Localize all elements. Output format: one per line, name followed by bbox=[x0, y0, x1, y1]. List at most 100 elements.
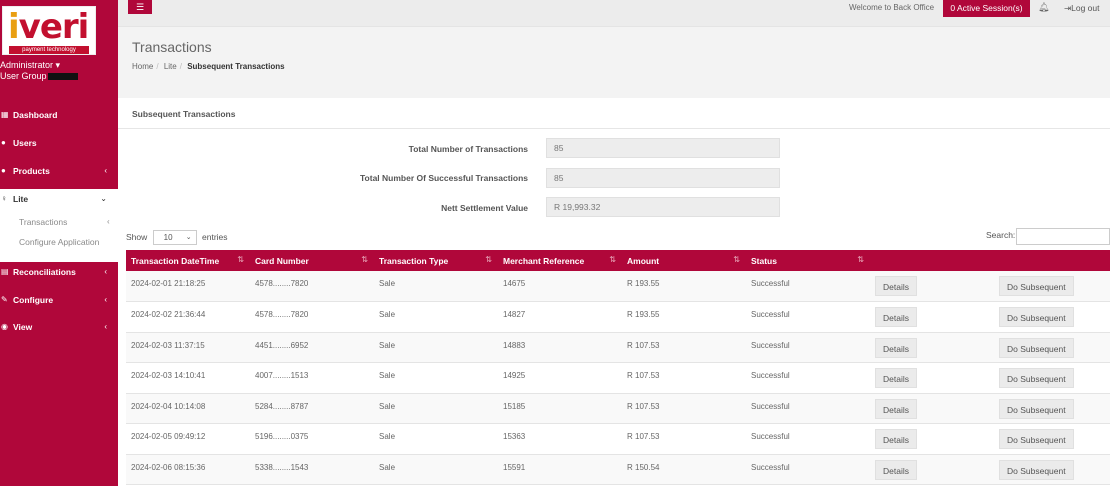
do-subsequent-button[interactable]: Do Subsequent bbox=[999, 429, 1074, 449]
entries-select[interactable]: 10 ⌄ bbox=[152, 230, 197, 245]
cell-datetime: 2024-02-01 21:18:25 bbox=[131, 279, 206, 288]
cell-merchant-reference: 14925 bbox=[503, 371, 526, 380]
cell-status: Successful bbox=[751, 401, 790, 411]
lite-icon: ♀ bbox=[1, 194, 7, 203]
cell-transaction-type: Sale bbox=[379, 279, 396, 288]
page-title: Transactions bbox=[132, 39, 212, 55]
logout-link[interactable]: ⇥Log out bbox=[1064, 3, 1100, 13]
transactions-panel: Subsequent Transactions Total Number of … bbox=[118, 98, 1110, 486]
cell-status: Successful bbox=[751, 340, 790, 350]
details-button[interactable]: Details bbox=[875, 459, 917, 480]
do-subsequent-button[interactable]: Do Subsequent bbox=[999, 307, 1074, 327]
do-subsequent-button[interactable]: Do Subsequent bbox=[999, 459, 1074, 480]
sort-icon: ⇅ bbox=[609, 255, 616, 264]
column-header[interactable]: Merchant Reference ⇅ bbox=[503, 255, 616, 266]
chevron-left-icon: ‹ bbox=[104, 166, 107, 175]
column-header-actions bbox=[870, 250, 994, 271]
cell-amount: R 193.55 bbox=[627, 310, 660, 319]
cell-status: Successful bbox=[751, 432, 790, 441]
user-role-dropdown[interactable]: Administrator ▾ bbox=[0, 60, 61, 70]
search-label: Search: bbox=[986, 230, 1016, 240]
cell-transaction-type: Sale bbox=[379, 340, 396, 350]
column-header[interactable]: Transaction DateTime ⇅ bbox=[131, 255, 244, 266]
details-button[interactable]: Details bbox=[875, 398, 917, 419]
cell-card-number: 4007........1513 bbox=[255, 371, 309, 380]
column-header[interactable]: Amount ⇅ bbox=[627, 255, 740, 266]
welcome-text: Welcome to Back Office bbox=[849, 3, 935, 12]
panel-title: Subsequent Transactions bbox=[132, 109, 236, 119]
stat-label-successful: Total Number Of Successful Transactions bbox=[360, 173, 528, 183]
cell-status: Successful bbox=[751, 462, 790, 472]
details-button[interactable]: Details bbox=[875, 307, 917, 327]
table-row: 2024-02-01 21:18:25 4578........7820 Sal… bbox=[126, 271, 1110, 302]
reconciliations-icon: ▤ bbox=[1, 267, 9, 276]
sort-icon: ⇅ bbox=[485, 255, 492, 264]
column-header[interactable]: Card Number ⇅ bbox=[255, 255, 368, 266]
details-button[interactable]: Details bbox=[875, 368, 917, 388]
breadcrumb-lite[interactable]: Lite bbox=[163, 62, 177, 71]
stat-label-nett: Nett Settlement Value bbox=[441, 203, 528, 213]
breadcrumb-home[interactable]: Home bbox=[132, 62, 154, 71]
sort-icon: ⇅ bbox=[733, 255, 740, 264]
chevron-down-icon: ⌄ bbox=[185, 234, 192, 241]
column-header-actions bbox=[994, 250, 1110, 271]
search-input[interactable] bbox=[1016, 228, 1110, 245]
sidebar-item-view[interactable]: ◉ View ‹ bbox=[0, 317, 118, 337]
chevron-left-icon: ‹ bbox=[107, 217, 110, 226]
column-header[interactable]: Transaction Type ⇅ bbox=[379, 255, 492, 266]
stat-label-total: Total Number of Transactions bbox=[408, 144, 528, 154]
cell-transaction-type: Sale bbox=[379, 401, 396, 411]
details-button[interactable]: Details bbox=[875, 429, 917, 449]
cell-status: Successful bbox=[751, 371, 790, 380]
menu-toggle-button[interactable]: ☰ bbox=[128, 0, 152, 14]
cell-card-number: 4451........6952 bbox=[255, 340, 309, 350]
do-subsequent-button[interactable]: Do Subsequent bbox=[999, 368, 1074, 388]
configure-icon: ✎ bbox=[1, 295, 8, 304]
submenu-item-transactions[interactable]: Transactions ‹ bbox=[19, 217, 110, 227]
cell-merchant-reference: 15363 bbox=[503, 432, 526, 441]
sort-icon: ⇅ bbox=[857, 255, 864, 264]
cell-datetime: 2024-02-03 11:37:15 bbox=[131, 340, 205, 350]
table-row: 2024-02-04 10:14:08 5284........8787 Sal… bbox=[126, 393, 1110, 424]
cell-amount: R 107.53 bbox=[627, 340, 660, 350]
details-button[interactable]: Details bbox=[875, 276, 917, 296]
redaction-bar bbox=[47, 73, 78, 81]
cell-card-number: 4578........7820 bbox=[255, 279, 309, 288]
show-entries-control: Show 10 ⌄ entries bbox=[126, 230, 228, 245]
logo: iveri payment technology bbox=[2, 6, 96, 55]
sidebar-item-reconciliations[interactable]: ▤ Reconciliations ‹ bbox=[0, 262, 118, 282]
column-header[interactable]: Status ⇅ bbox=[751, 255, 864, 266]
view-icon: ◉ bbox=[1, 322, 8, 331]
cell-transaction-type: Sale bbox=[379, 432, 396, 441]
bell-icon[interactable]: 🔔︎ bbox=[1038, 2, 1050, 12]
hamburger-icon: ☰ bbox=[135, 2, 145, 12]
cell-amount: R 150.54 bbox=[627, 462, 660, 472]
cell-merchant-reference: 14827 bbox=[503, 310, 526, 319]
cell-merchant-reference: 15591 bbox=[503, 462, 526, 472]
cell-card-number: 5196........0375 bbox=[255, 432, 309, 441]
do-subsequent-button[interactable]: Do Subsequent bbox=[999, 276, 1074, 296]
cell-card-number: 4578........7820 bbox=[255, 310, 309, 319]
details-button[interactable]: Details bbox=[875, 337, 917, 358]
cell-datetime: 2024-02-04 10:14:08 bbox=[131, 401, 206, 411]
table-row: 2024-02-03 11:37:15 4451........6952 Sal… bbox=[126, 332, 1110, 363]
submenu-item-configure-application[interactable]: Configure Application bbox=[19, 237, 100, 247]
cell-datetime: 2024-02-05 09:49:12 bbox=[131, 432, 206, 441]
do-subsequent-button[interactable]: Do Subsequent bbox=[999, 337, 1074, 358]
user-group: User Group bbox=[0, 71, 78, 82]
sidebar-item-dashboard[interactable]: ▦ Dashboard bbox=[0, 105, 118, 125]
do-subsequent-button[interactable]: Do Subsequent bbox=[999, 398, 1074, 419]
sidebar: iveri payment technology Administrator ▾… bbox=[0, 0, 118, 486]
sidebar-item-products[interactable]: ● Products ‹ bbox=[0, 161, 118, 181]
sidebar-item-users[interactable]: ● Users bbox=[0, 133, 118, 153]
cell-card-number: 5284........8787 bbox=[255, 401, 309, 411]
active-sessions-button[interactable]: 0 Active Session(s) bbox=[943, 0, 1030, 17]
sidebar-item-configure[interactable]: ✎ Configure ‹ bbox=[0, 290, 118, 310]
logout-icon: ⇥ bbox=[1064, 3, 1072, 13]
table-row: 2024-02-03 14:10:41 4007........1513 Sal… bbox=[126, 362, 1110, 393]
table-row: 2024-02-05 09:49:12 5196........0375 Sal… bbox=[126, 423, 1110, 454]
chevron-left-icon: ‹ bbox=[104, 295, 107, 304]
sidebar-item-lite[interactable]: ♀ Lite ⌄ bbox=[0, 189, 118, 210]
cell-datetime: 2024-02-03 14:10:41 bbox=[131, 371, 206, 380]
cell-transaction-type: Sale bbox=[379, 371, 396, 380]
